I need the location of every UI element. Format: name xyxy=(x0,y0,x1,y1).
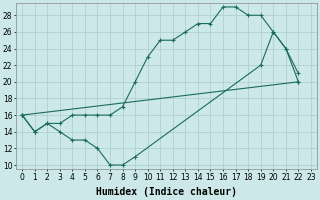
X-axis label: Humidex (Indice chaleur): Humidex (Indice chaleur) xyxy=(96,187,237,197)
